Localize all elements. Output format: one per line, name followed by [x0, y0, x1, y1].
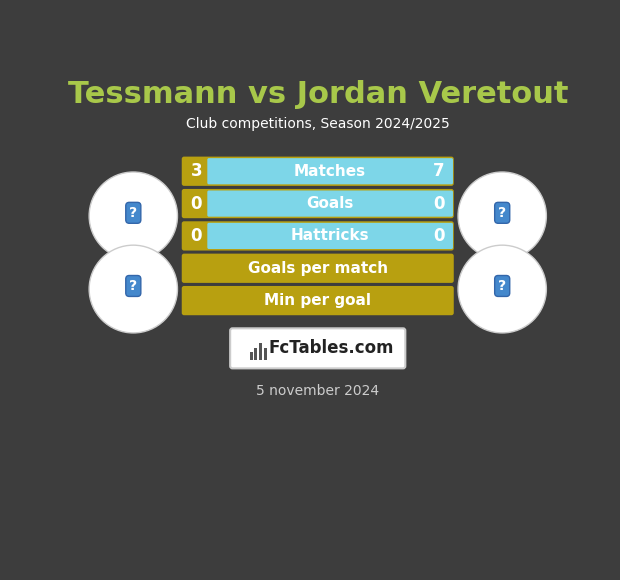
Text: ?: ?: [498, 206, 507, 220]
Text: Matches: Matches: [294, 164, 366, 179]
FancyBboxPatch shape: [230, 328, 405, 368]
Text: 0: 0: [433, 227, 445, 245]
Circle shape: [89, 172, 177, 260]
FancyBboxPatch shape: [182, 253, 454, 283]
Circle shape: [89, 245, 177, 333]
Text: ?: ?: [129, 206, 138, 220]
FancyBboxPatch shape: [207, 158, 453, 184]
Text: Hattricks: Hattricks: [291, 229, 370, 244]
FancyBboxPatch shape: [182, 189, 454, 218]
Text: ?: ?: [498, 279, 507, 293]
Bar: [249, 352, 253, 360]
FancyBboxPatch shape: [207, 223, 453, 249]
Text: 3: 3: [191, 162, 202, 180]
Text: Goals: Goals: [306, 196, 354, 211]
Text: Tessmann vs Jordan Veretout: Tessmann vs Jordan Veretout: [68, 79, 568, 108]
Circle shape: [458, 172, 546, 260]
Text: Min per goal: Min per goal: [264, 293, 371, 308]
FancyBboxPatch shape: [182, 286, 454, 316]
Text: 0: 0: [191, 227, 202, 245]
Text: 7: 7: [433, 162, 445, 180]
Bar: [259, 343, 262, 360]
Text: Club competitions, Season 2024/2025: Club competitions, Season 2024/2025: [186, 117, 450, 130]
Bar: [264, 347, 267, 360]
Bar: [254, 347, 257, 360]
FancyBboxPatch shape: [182, 222, 454, 251]
Text: FcTables.com: FcTables.com: [268, 339, 394, 357]
Text: ?: ?: [129, 279, 138, 293]
Text: 0: 0: [191, 194, 202, 213]
Circle shape: [458, 245, 546, 333]
FancyBboxPatch shape: [207, 190, 453, 217]
Text: 0: 0: [433, 194, 445, 213]
Text: 5 november 2024: 5 november 2024: [256, 385, 379, 398]
FancyBboxPatch shape: [182, 157, 454, 186]
Text: Goals per match: Goals per match: [247, 261, 388, 276]
